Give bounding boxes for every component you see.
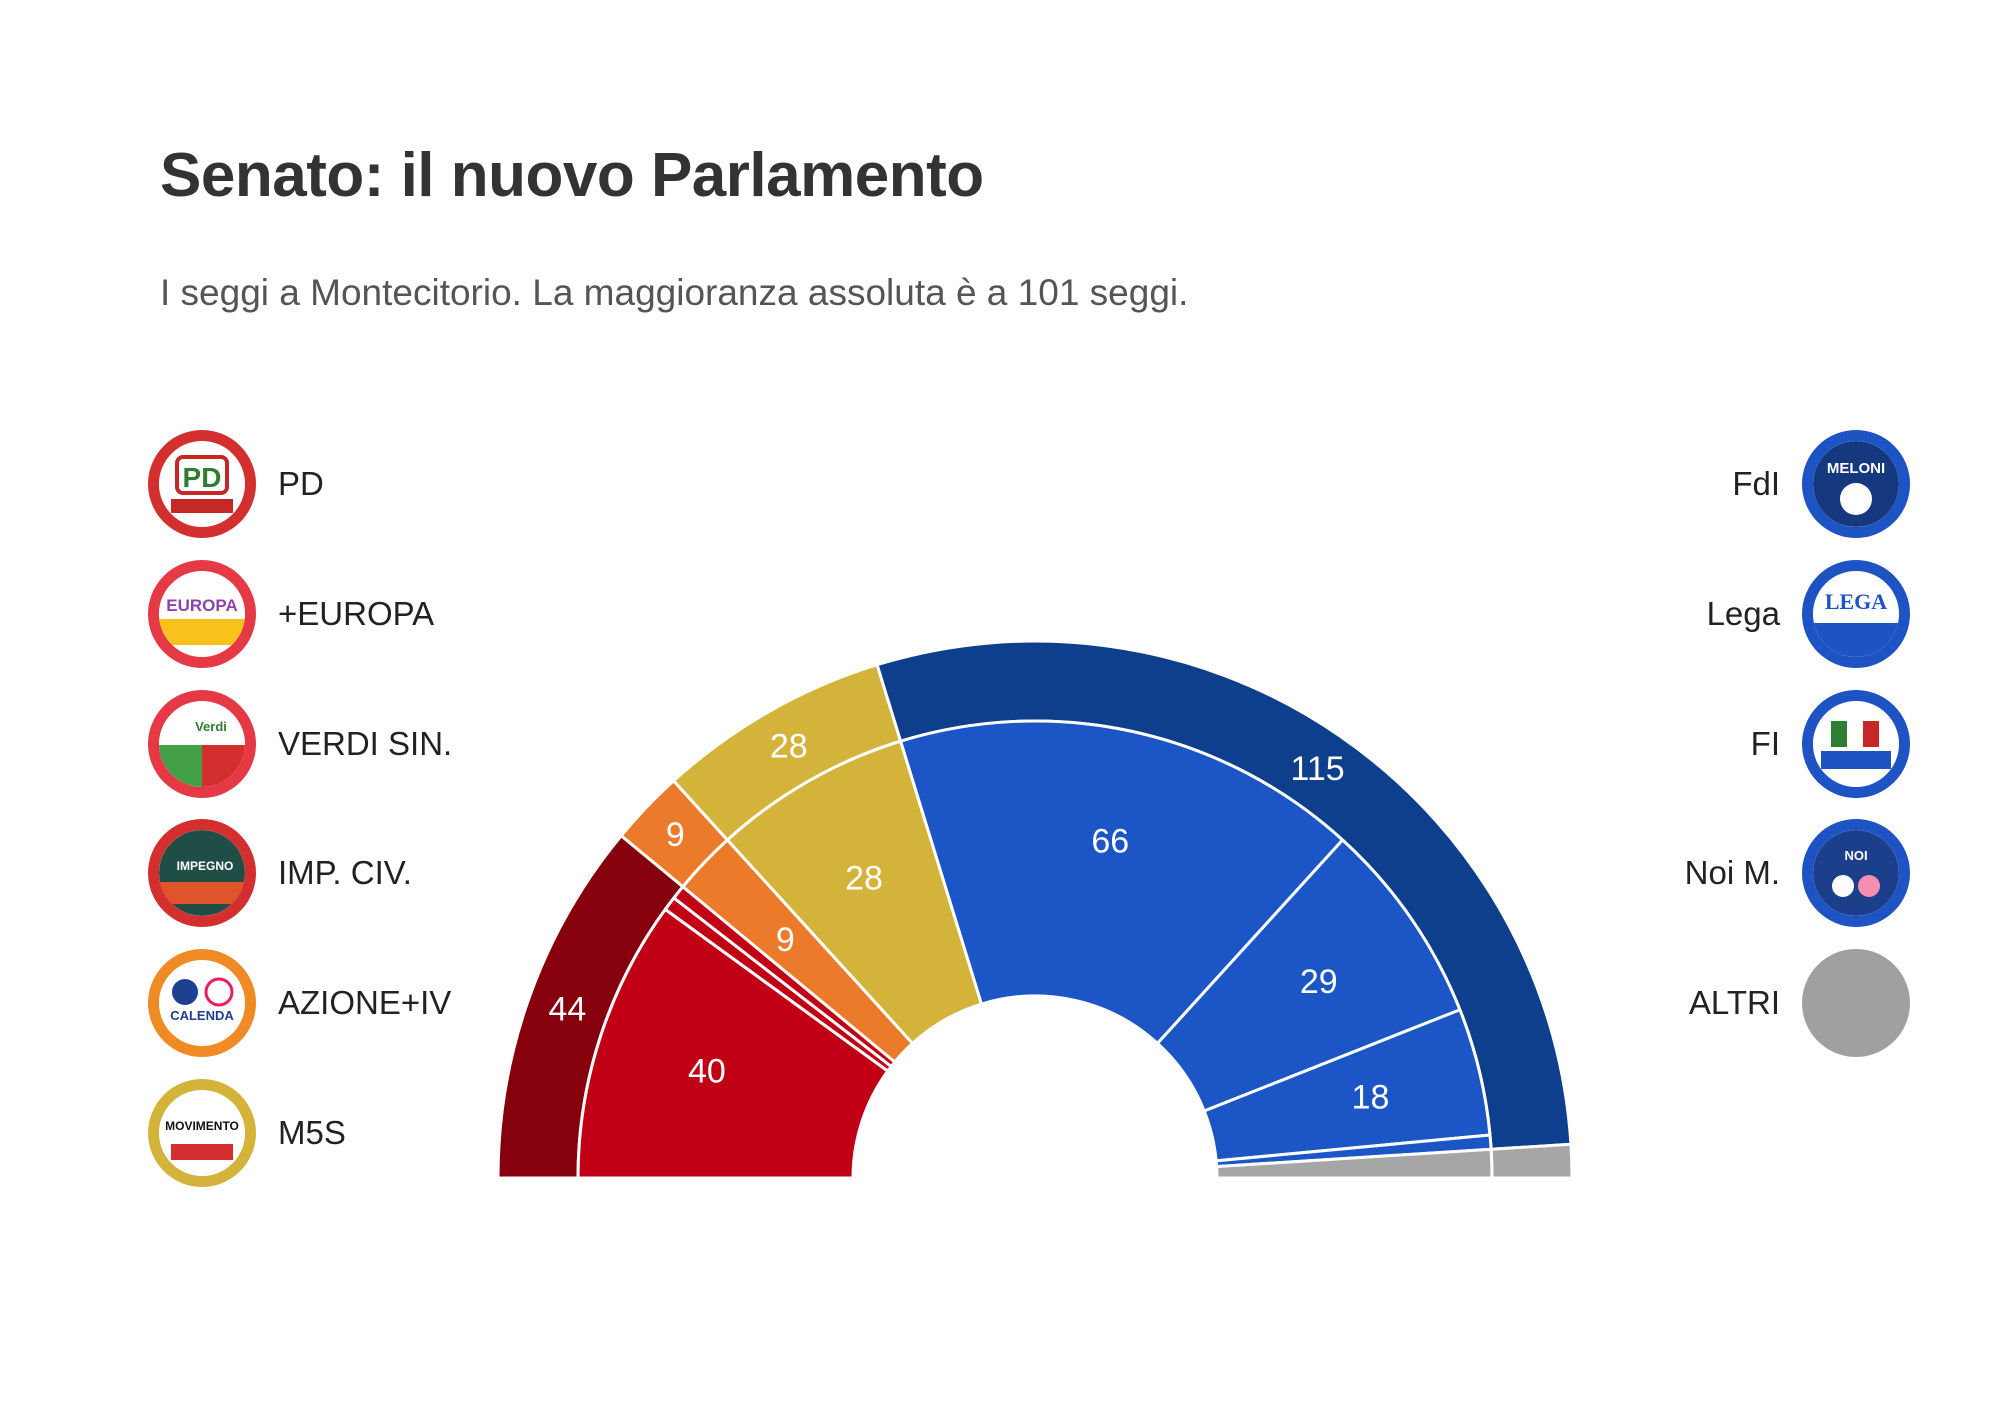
legend-label: FdI (1732, 465, 1780, 502)
svg-text:PD: PD (183, 462, 222, 493)
inner_ring-value-label: 18 (1352, 1078, 1390, 1116)
outer_ring-value-label: 44 (548, 991, 586, 1029)
impegno-civico-logo-icon: IMPEGNO (148, 819, 256, 927)
inner_ring-value-label: 28 (845, 859, 883, 897)
inner_ring-value-label: 40 (688, 1052, 726, 1090)
inner_ring-value-label: 9 (776, 921, 795, 959)
legend-label: ALTRI (1688, 984, 1780, 1021)
outer_ring-segment-4 (1489, 1142, 1574, 1180)
legend-item-fi: FI (1751, 689, 1910, 799)
baseline-mask (488, 1178, 1582, 1188)
legend-item-verdi-sin-: Verdi VERDI SIN. (148, 689, 452, 799)
inner_ring-segment-5 (898, 719, 1345, 1046)
legend-item-lega: LEGA Lega (1707, 559, 1910, 669)
page-subtitle: I seggi a Montecitorio. La maggioranza a… (160, 272, 1189, 313)
svg-text:MELONI: MELONI (1827, 460, 1885, 477)
outer_ring-value-label: 9 (666, 816, 685, 854)
svg-text:LEGA: LEGA (1825, 589, 1887, 614)
legend-item-pd: PD PD (148, 429, 324, 539)
svg-text:NOI: NOI (1844, 848, 1867, 863)
legend-label: M5S (278, 1114, 346, 1151)
noi-moderati-logo-icon: NOI (1802, 819, 1910, 927)
svg-text:CALENDA: CALENDA (170, 1008, 234, 1023)
svg-text:MOVIMENTO: MOVIMENTO (165, 1119, 239, 1133)
inner_ring-value-label: 29 (1300, 963, 1338, 1001)
lega-logo-icon: LEGA (1802, 560, 1910, 668)
outer_ring-value-label: 28 (770, 727, 808, 765)
legend-item-m5s: MOVIMENTO M5S (148, 1078, 346, 1188)
page-title: Senato: il nuovo Parlamento (160, 141, 984, 210)
inner_ring-value-label: 66 (1091, 822, 1129, 860)
svg-text:Verdi: Verdi (195, 719, 227, 734)
legend-label: VERDI SIN. (278, 725, 453, 762)
svg-text:IMPEGNO: IMPEGNO (177, 859, 234, 873)
legend-label: Noi M. (1684, 854, 1780, 891)
legend-label: PD (278, 465, 324, 502)
fdi-logo-icon: MELONI (1802, 430, 1910, 538)
altri-circle-icon (1802, 949, 1910, 1057)
legend-label: FI (1750, 725, 1780, 762)
m5s-logo-icon: MOVIMENTO (148, 1079, 256, 1187)
legend-label: +EUROPA (278, 595, 435, 632)
azione-iv-logo-icon: CALENDA (148, 949, 256, 1057)
legend-item--europa: EUROPA +EUROPA (148, 559, 434, 669)
legend-label: Lega (1706, 595, 1780, 632)
legend-item-azione-iv: CALENDA AZIONE+IV (148, 948, 451, 1058)
legend-label: AZIONE+IV (278, 984, 452, 1021)
legend-item-noi-m-: NOI Noi M. (1685, 818, 1910, 928)
legend-label: IMP. CIV. (278, 854, 412, 891)
legend-item-imp-civ-: IMPEGNO IMP. CIV. (148, 818, 412, 928)
verdi-sinistra-logo-icon: Verdi (148, 690, 256, 798)
outer-ring-value-label: 115 (1290, 750, 1344, 788)
svg-text:EUROPA: EUROPA (166, 596, 237, 615)
pd-logo-icon: PD (148, 430, 256, 538)
forza-italia-logo-icon (1802, 690, 1910, 798)
legend-item-altri: ALTRI (1689, 948, 1910, 1058)
piu-europa-logo-icon: EUROPA (148, 560, 256, 668)
inner_ring-segment-0 (576, 907, 890, 1180)
legend-item-fdi: MELONI FdI (1732, 429, 1910, 539)
